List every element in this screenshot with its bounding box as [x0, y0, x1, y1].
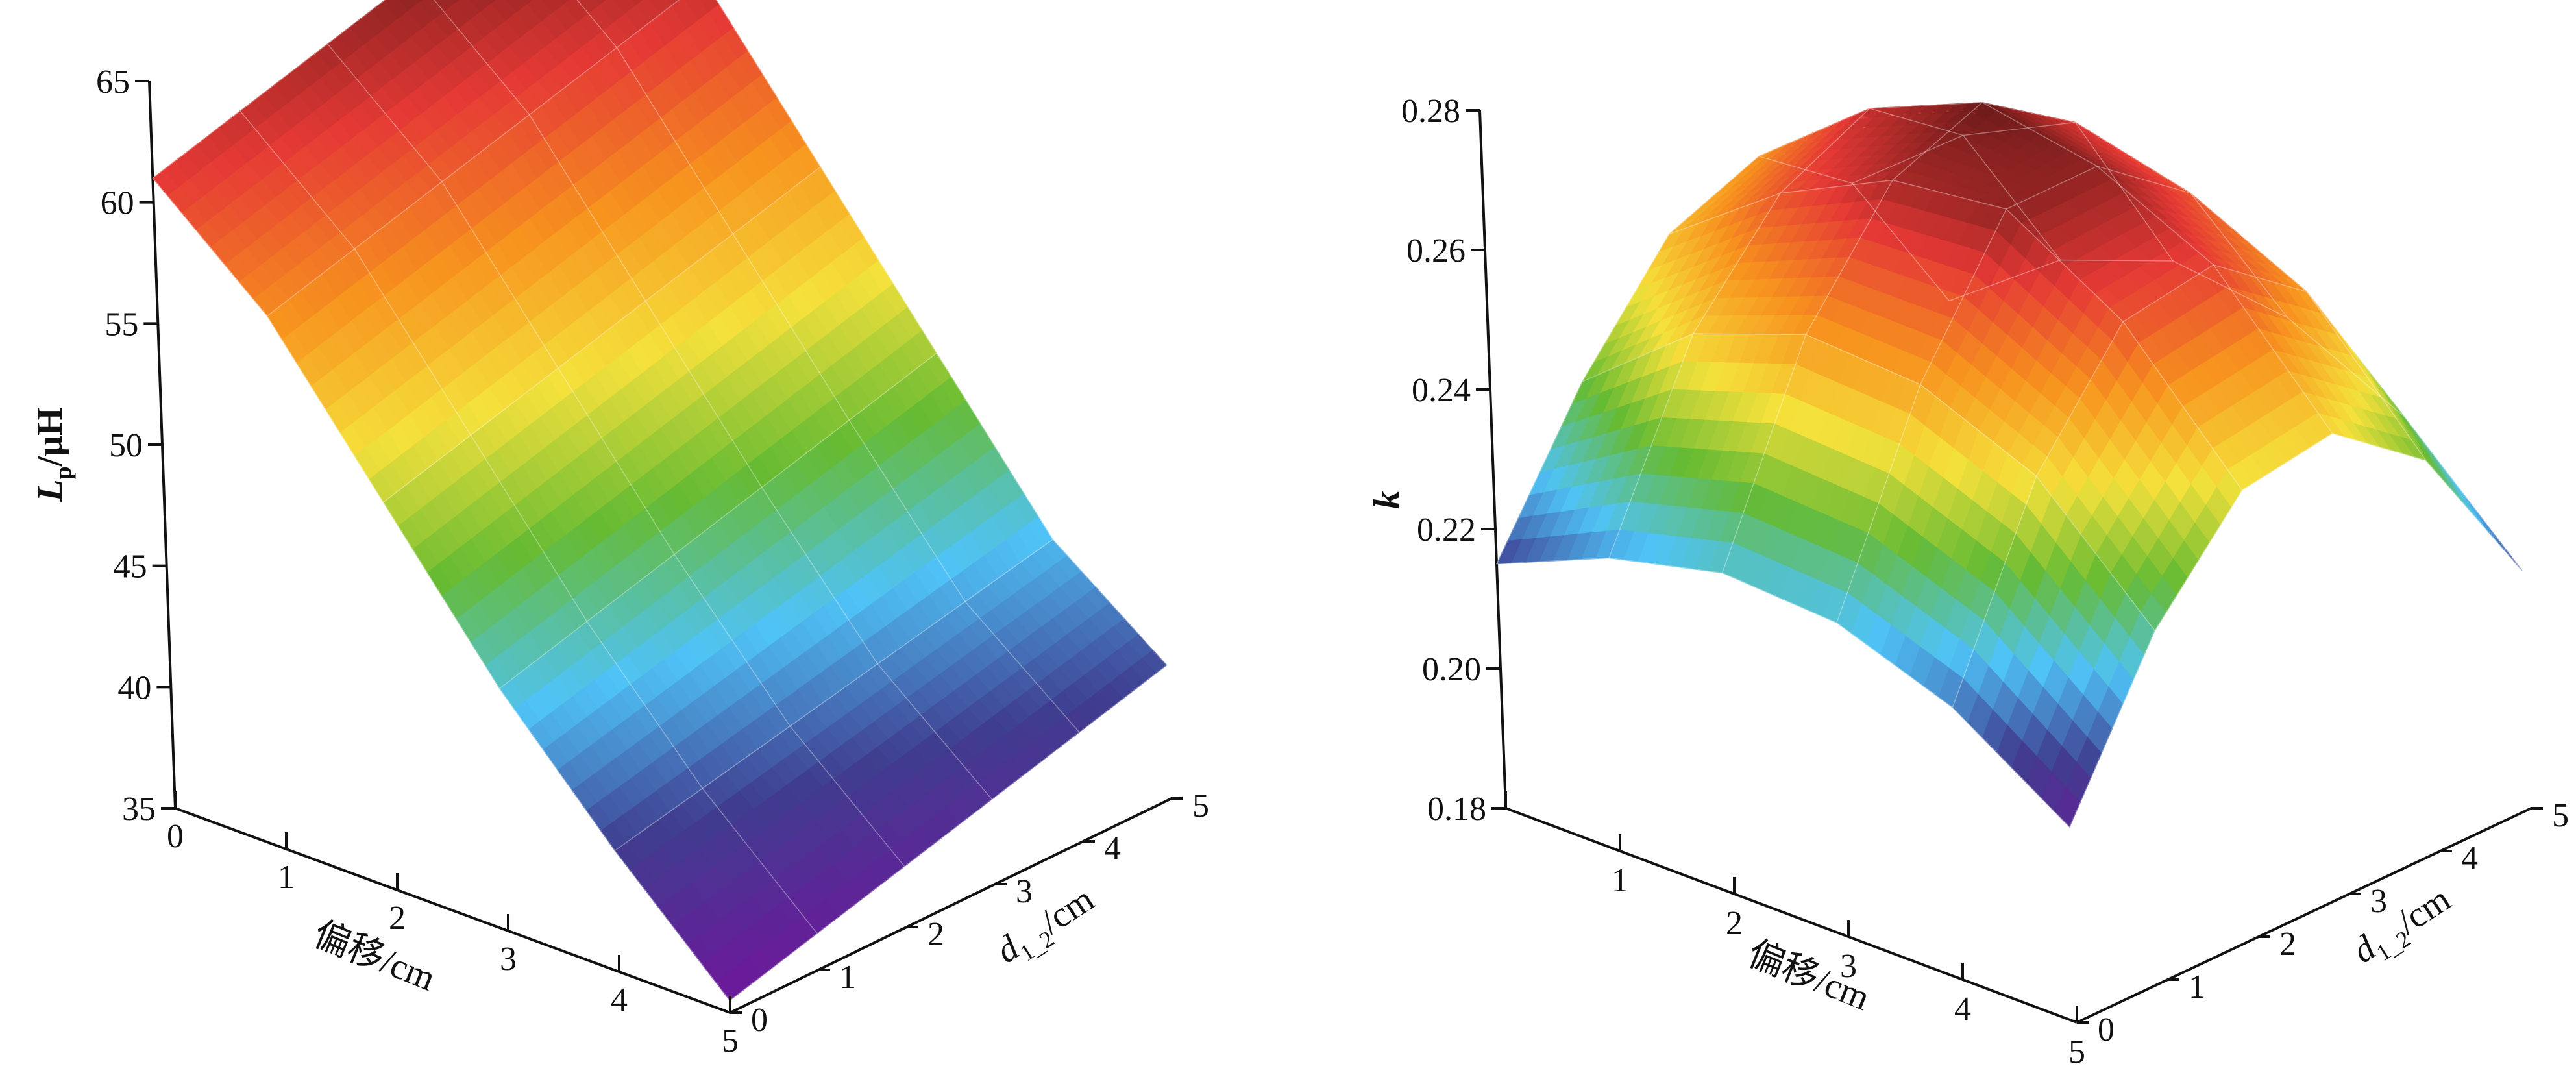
y-tick-label: 5 — [1192, 787, 1209, 824]
surface-patch — [415, 0, 423, 3]
z-tick-label: 55 — [104, 306, 138, 343]
grid-line — [614, 539, 1053, 851]
grid-line — [1852, 121, 2427, 461]
surface-patch — [1496, 539, 1523, 565]
z-tick-label: 0.22 — [1417, 512, 1476, 549]
grid-line — [267, 0, 680, 317]
z-tick-label: 0.28 — [1401, 93, 1460, 130]
y-tick-label: 4 — [1104, 830, 1121, 867]
grid-line — [152, 0, 386, 179]
grid-line — [499, 352, 937, 689]
grid-line — [1721, 101, 2174, 573]
z-tick-label: 0.20 — [1422, 651, 1481, 688]
chart-coupling-surface: 123450123450.180.200.220.240.260.28偏移/cm… — [1367, 93, 2569, 1070]
x-tick-label: 4 — [611, 982, 628, 1019]
y-tick-label: 2 — [2279, 926, 2296, 963]
y-tick-label: 1 — [2189, 969, 2205, 1006]
z-tick-label: 40 — [117, 669, 151, 706]
y-tick-label: 2 — [927, 916, 944, 953]
y-tick-label: 5 — [2552, 797, 2569, 834]
grid-line — [1496, 155, 1950, 565]
y-axis-label: d1_2/cm — [2346, 879, 2461, 976]
grid-line — [729, 665, 1168, 1001]
surface-patch — [630, 0, 643, 6]
x-axis-label: 偏移/cm — [308, 914, 441, 999]
surface-patch — [451, 0, 460, 4]
surface-patch — [487, 0, 496, 5]
grid-line — [1758, 102, 2333, 434]
x-tick-label: 3 — [500, 941, 517, 978]
grid-line — [1669, 179, 2243, 491]
grid-line — [327, 43, 905, 867]
x-tick-label: 1 — [1612, 862, 1628, 899]
y-tick-label: 3 — [1016, 873, 1033, 910]
z-tick-label: 35 — [122, 791, 156, 828]
surface — [1496, 102, 2523, 828]
grid-line — [1608, 108, 2061, 558]
x-tick-label: 3 — [1840, 948, 1857, 985]
x-axis-line — [175, 807, 731, 1014]
surface-patch — [559, 0, 569, 5]
grid-line — [152, 177, 730, 1001]
grid-line — [433, 0, 992, 800]
y-axis-line — [2076, 807, 2532, 1024]
surface-grid — [152, 0, 1168, 1001]
x-tick-label: 5 — [722, 1022, 739, 1059]
y-tick-label: 1 — [839, 959, 856, 996]
grid-line — [1948, 259, 2523, 571]
grid-line — [1836, 166, 2288, 623]
z-tick-label: 60 — [101, 185, 134, 222]
y-tick-label: 3 — [2370, 883, 2387, 920]
grid-line — [715, 0, 1168, 666]
z-tick-label: 0.18 — [1427, 791, 1486, 828]
grid-line — [1582, 333, 2155, 631]
y-axis-line — [730, 797, 1172, 1014]
z-axis-line — [1478, 110, 1507, 809]
surface-patch — [666, 0, 680, 6]
z-tick-label: 0.24 — [1412, 372, 1471, 409]
z-tick-label: 50 — [109, 427, 143, 464]
grid-line — [239, 110, 818, 934]
y-tick-label: 0 — [2098, 1011, 2115, 1048]
z-axis-label: k — [1367, 491, 1407, 509]
x-axis-label: 偏移/cm — [1742, 933, 1875, 1019]
surface-patch — [152, 169, 179, 196]
x-tick-label: 0 — [167, 818, 184, 855]
surface-grid — [1496, 101, 2523, 828]
x-tick-label: 1 — [278, 859, 295, 896]
x-tick-label: 2 — [389, 900, 406, 937]
grid-line — [576, 0, 1080, 733]
axes — [1478, 110, 2532, 1024]
x-axis-line — [1505, 807, 2078, 1024]
x-tick-label: 4 — [1954, 991, 1971, 1028]
surface-patch — [522, 0, 533, 5]
y-tick-label: 4 — [2461, 840, 2478, 877]
x-tick-label: 2 — [1726, 905, 1743, 942]
z-tick-label: 45 — [114, 549, 147, 586]
z-axis-label: Lp/μH — [30, 407, 76, 502]
z-tick-label: 0.26 — [1406, 232, 1466, 269]
x-tick-label: 5 — [2068, 1033, 2085, 1070]
grid-line — [383, 166, 821, 503]
y-tick-label: 0 — [751, 1002, 768, 1039]
z-tick-label: 65 — [96, 64, 130, 101]
y-axis-label: d1_2/cm — [989, 879, 1105, 976]
grid-line — [1952, 264, 2405, 708]
surface — [152, 0, 1168, 1002]
grid-line — [2069, 432, 2523, 828]
surface-patch — [595, 0, 606, 6]
grid-line — [1496, 557, 2070, 828]
